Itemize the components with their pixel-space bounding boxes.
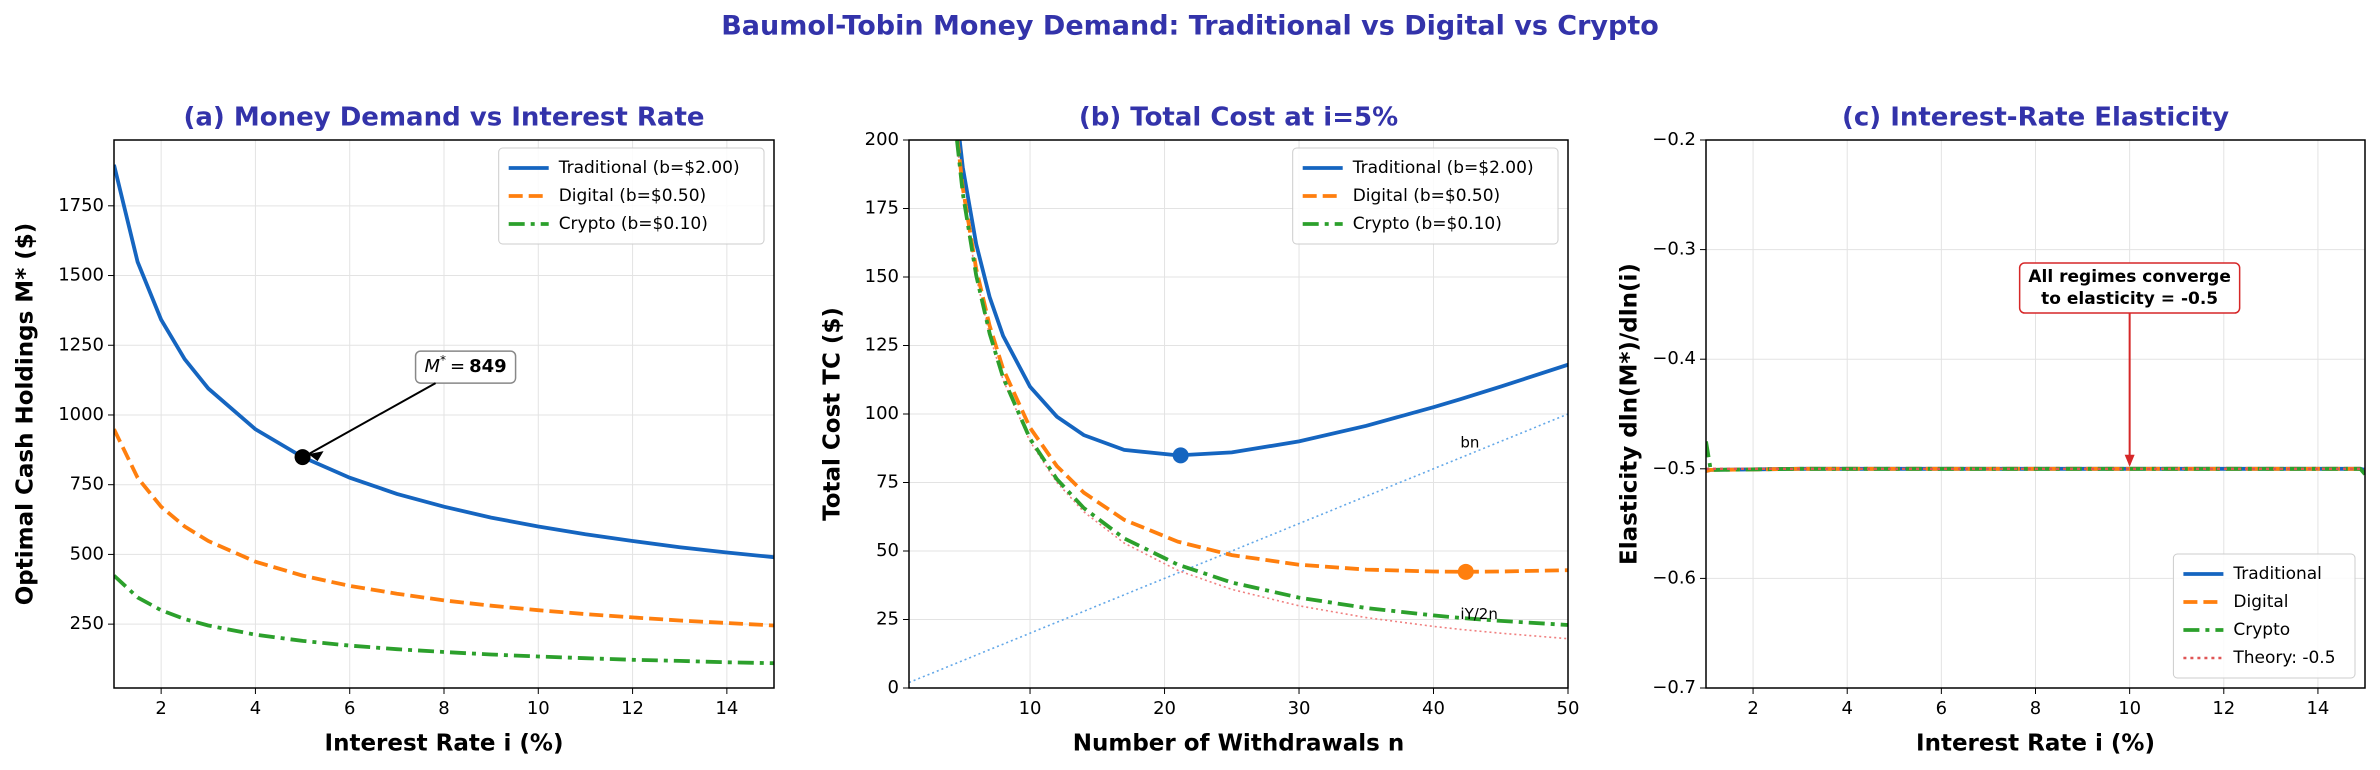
y-tick-label: 50 xyxy=(876,540,899,561)
y-tick-label: 175 xyxy=(865,198,899,219)
x-tick-label: 12 xyxy=(621,698,644,719)
x-tick-label: 4 xyxy=(1841,698,1852,719)
legend-label: Traditional (b=$2.00) xyxy=(1352,158,1534,178)
x-axis-label: Interest Rate i (%) xyxy=(1916,731,2155,757)
x-tick-label: 10 xyxy=(527,698,550,719)
y-tick-label: 1000 xyxy=(58,404,104,425)
legend-label: Crypto xyxy=(2233,620,2290,640)
series-line xyxy=(955,140,1568,627)
y-tick-label: −0.3 xyxy=(1652,239,1696,260)
annotation-text: All regimes converge xyxy=(2028,267,2230,287)
x-tick-label: 30 xyxy=(1288,698,1311,719)
y-tick-label: 750 xyxy=(70,474,104,495)
legend-label: Traditional xyxy=(2232,564,2322,584)
optimum-point xyxy=(1457,563,1474,580)
y-tick-label: −0.4 xyxy=(1652,348,1696,369)
annotation-text: to elasticity = -0.5 xyxy=(2041,289,2218,309)
x-tick-label: 50 xyxy=(1557,698,1580,719)
series-line xyxy=(114,164,774,560)
annotation-text: M* = 849 xyxy=(424,353,506,378)
x-tick-label: 40 xyxy=(1422,698,1445,719)
x-tick-label: 20 xyxy=(1153,698,1176,719)
x-tick-label: 14 xyxy=(715,698,738,719)
x-tick-label: 10 xyxy=(1019,698,1042,719)
x-axis-label: Number of Withdrawals n xyxy=(1073,731,1405,757)
plot-area xyxy=(909,140,1568,684)
x-tick-label: 6 xyxy=(344,698,355,719)
x-axis-label: Interest Rate i (%) xyxy=(325,731,564,757)
axes-frame xyxy=(113,139,775,689)
y-tick-label: 100 xyxy=(865,403,899,424)
series-line xyxy=(114,574,774,666)
panel-title: (a) Money Demand vs Interest Rate xyxy=(183,103,704,133)
optimum-point xyxy=(1172,447,1189,464)
panel-title: (b) Total Cost at i=5% xyxy=(1079,103,1398,133)
guide-line xyxy=(955,140,1568,640)
y-tick-label: −0.5 xyxy=(1652,458,1696,479)
y-tick-label: −0.6 xyxy=(1652,567,1696,588)
y-tick-label: 1250 xyxy=(58,334,104,355)
y-tick-label: −0.2 xyxy=(1652,129,1696,150)
y-tick-label: 125 xyxy=(865,335,899,356)
y-tick-label: 1500 xyxy=(58,265,104,286)
annotation-box xyxy=(414,350,517,384)
legend-label: Crypto (b=$0.10) xyxy=(1353,214,1502,234)
arrow-head xyxy=(308,451,324,462)
panel-title: (c) Interest-Rate Elasticity xyxy=(1842,103,2229,133)
legend-label: Digital (b=$0.50) xyxy=(559,186,707,206)
y-tick-label: 200 xyxy=(865,129,899,150)
axes-frame xyxy=(1705,139,2366,689)
legend-label: Digital xyxy=(2233,592,2288,612)
x-tick-label: 14 xyxy=(2306,698,2329,719)
y-tick-label: 150 xyxy=(865,266,899,287)
guide-label: iY/2n xyxy=(1460,605,1497,623)
y-tick-label: 0 xyxy=(888,677,899,698)
annotation-symbol: M xyxy=(424,356,440,377)
x-tick-label: 12 xyxy=(2212,698,2235,719)
x-tick-label: 8 xyxy=(2030,698,2041,719)
y-tick-label: 75 xyxy=(876,472,899,493)
y-axis-label: Total Cost TC ($) xyxy=(820,307,846,521)
guide-line xyxy=(909,413,1568,684)
y-tick-label: 1750 xyxy=(58,195,104,216)
y-tick-label: 25 xyxy=(876,609,899,630)
annotation-superscript: * xyxy=(440,353,446,367)
annotated-point xyxy=(294,449,311,466)
legend-box xyxy=(498,147,765,245)
y-tick-label: 500 xyxy=(70,543,104,564)
series-line xyxy=(955,140,1568,574)
legend-box xyxy=(1292,147,1559,245)
x-tick-label: 6 xyxy=(1936,698,1947,719)
series-line xyxy=(957,140,1568,458)
arrow-head xyxy=(2124,454,2135,467)
x-tick-label: 2 xyxy=(1747,698,1758,719)
annotation-equals: = xyxy=(450,356,465,377)
y-tick-label: −0.7 xyxy=(1652,677,1696,698)
y-axis-label: Elasticity dln(M*)/dln(i) xyxy=(1617,263,1643,565)
legend-label: Traditional (b=$2.00) xyxy=(558,158,740,178)
axes-frame xyxy=(908,139,1569,689)
x-tick-label: 4 xyxy=(250,698,261,719)
plot-area xyxy=(1706,441,2365,476)
x-tick-label: 8 xyxy=(438,698,449,719)
x-tick-label: 2 xyxy=(155,698,166,719)
series-line xyxy=(114,428,774,628)
guide-label: bn xyxy=(1460,433,1479,451)
plot-area xyxy=(114,164,774,666)
legend-box xyxy=(2172,553,2356,679)
annotation-arrow xyxy=(308,382,437,455)
legend-label: Crypto (b=$0.10) xyxy=(559,214,708,234)
figure-title: Baumol-Tobin Money Demand: Traditional v… xyxy=(721,11,1659,42)
x-tick-label: 10 xyxy=(2118,698,2141,719)
legend-label: Theory: -0.5 xyxy=(2232,648,2335,668)
y-tick-label: 250 xyxy=(70,613,104,634)
legend-label: Digital (b=$0.50) xyxy=(1353,186,1501,206)
annotation-value: 849 xyxy=(469,356,507,377)
y-axis-label: Optimal Cash Holdings M* ($) xyxy=(13,223,39,606)
